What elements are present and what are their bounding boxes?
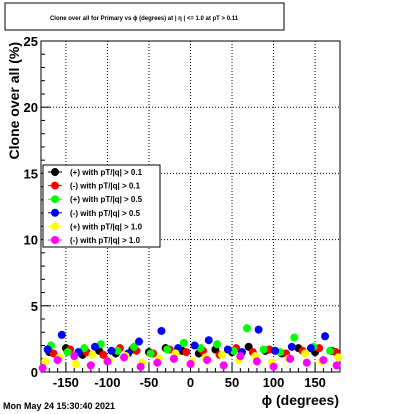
x-axis-title: ϕ (degrees): [262, 392, 339, 408]
data-point: [135, 337, 144, 346]
legend-marker: [51, 208, 59, 217]
data-point: [242, 324, 251, 333]
x-tick-label: 100: [263, 375, 285, 390]
legend-label: (-) with pT/|q| > 0.5: [70, 209, 141, 218]
y-axis-title: Clone over all (%): [6, 42, 22, 159]
data-point: [103, 357, 112, 366]
title-box: Clone over all for Primary vs ϕ (degrees…: [4, 2, 285, 31]
data-point: [332, 361, 341, 370]
data-point: [319, 356, 328, 365]
x-tick-label: 50: [225, 375, 239, 390]
legend-marker: [51, 168, 59, 176]
data-point: [326, 346, 335, 355]
data-point: [259, 345, 268, 354]
data-point: [334, 353, 343, 362]
y-tick-label: 20: [24, 100, 38, 115]
data-point: [203, 356, 212, 365]
data-point: [287, 342, 296, 351]
data-point: [120, 353, 129, 362]
data-point: [321, 332, 330, 341]
data-point: [157, 326, 166, 335]
data-point: [146, 349, 155, 358]
data-point: [179, 338, 188, 347]
series-3: [46, 324, 335, 358]
data-point: [136, 362, 145, 371]
data-point: [107, 346, 116, 355]
data-point: [41, 357, 50, 366]
data-point: [169, 354, 178, 363]
data-point: [182, 348, 191, 357]
data-point: [130, 342, 139, 351]
legend-marker: [51, 181, 59, 190]
x-tick-label: -100: [94, 375, 120, 390]
data-point: [306, 344, 315, 353]
legend-label: (+) with pT/|q| > 1.0: [70, 222, 143, 231]
data-point: [71, 360, 80, 369]
data-point: [204, 336, 213, 345]
data-point: [153, 358, 162, 367]
legend-marker: [51, 222, 59, 231]
x-tick-label: -150: [53, 375, 79, 390]
data-point: [163, 345, 172, 354]
y-tick-label: 5: [31, 299, 38, 314]
data-point: [86, 361, 95, 370]
y-tick-label: 10: [24, 233, 38, 248]
legend-entries: (+) with pT/|q| > 0.1 (-) with pT/|q| > 0…: [48, 168, 143, 245]
data-point: [236, 352, 245, 361]
data-point: [218, 350, 227, 359]
title-frame: [4, 2, 285, 31]
legend-frame: [42, 164, 161, 248]
data-point: [286, 354, 295, 363]
data-point: [290, 333, 299, 342]
legend-marker: [51, 195, 59, 204]
data-point: [63, 348, 72, 357]
legend-label: (-) with pT/|q| > 1.0: [70, 236, 141, 245]
data-point: [186, 360, 195, 369]
data-point: [269, 362, 278, 371]
data-point: [57, 330, 66, 339]
y-tick-label: 15: [24, 166, 38, 181]
legend-marker: [51, 236, 59, 244]
x-tick-label: -50: [140, 375, 159, 390]
legend-label: (+) with pT/|q| > 0.1: [70, 168, 143, 177]
data-point: [90, 342, 99, 351]
data-point: [213, 340, 222, 349]
data-point: [53, 356, 62, 365]
data-point: [302, 358, 311, 367]
data-point: [271, 346, 280, 355]
timestamp: Mon May 24 15:30:40 2021: [3, 401, 115, 411]
data-point: [43, 345, 52, 354]
data-point: [70, 352, 79, 361]
data-point: [190, 341, 199, 350]
legend-label: (+) with pT/|q| > 0.5: [70, 195, 143, 204]
legend-label: (-) with pT/|q| > 0.1: [70, 182, 141, 191]
x-tick-label: 150: [304, 375, 326, 390]
data-point: [99, 350, 108, 359]
data-point: [49, 349, 58, 358]
legend: (+) with pT/|q| > 0.1 (-) with pT/|q| > 0…: [42, 164, 161, 248]
data-point: [223, 345, 232, 354]
data-point: [219, 361, 228, 370]
chart-title: Clone over all for Primary vs ϕ (degrees…: [50, 16, 239, 22]
data-point: [301, 349, 310, 358]
series-6: [38, 352, 341, 373]
data-point: [80, 344, 89, 353]
y-tick-label: 0: [31, 365, 38, 380]
data-point: [88, 350, 97, 359]
data-point: [252, 357, 261, 366]
points-layer: [38, 324, 343, 373]
data-point: [38, 364, 47, 373]
data-point: [254, 325, 263, 334]
data-point: [113, 346, 122, 355]
y-tick-label: 25: [24, 34, 38, 49]
x-tick-label: 0: [187, 375, 194, 390]
